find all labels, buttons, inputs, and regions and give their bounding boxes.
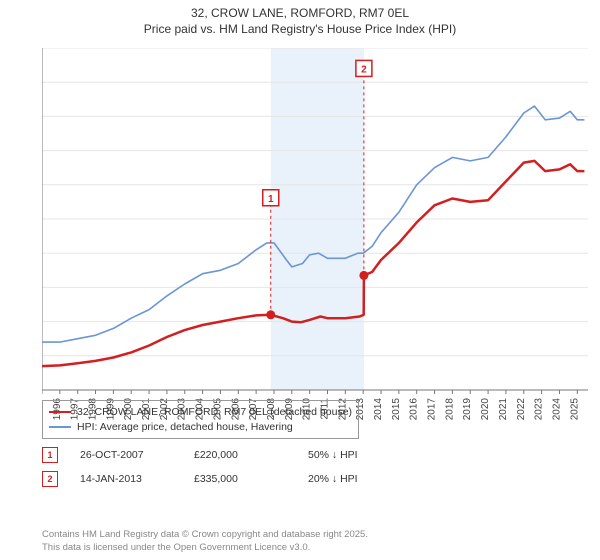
sale-date: 26-OCT-2007: [80, 449, 172, 461]
legend-label: 32, CROW LANE, ROMFORD, RM7 0EL (detache…: [77, 405, 352, 420]
title-line1: 32, CROW LANE, ROMFORD, RM7 0EL: [0, 6, 600, 22]
sale-row: 1 26-OCT-2007 £220,000 50% ↓ HPI: [42, 447, 588, 463]
sale-date: 14-JAN-2013: [80, 473, 172, 485]
sale-marker: 2: [42, 471, 58, 487]
legend-box: 32, CROW LANE, ROMFORD, RM7 0EL (detache…: [42, 400, 359, 439]
legend-label: HPI: Average price, detached house, Have…: [77, 420, 293, 435]
sale-price: £335,000: [194, 473, 286, 485]
svg-text:1: 1: [268, 194, 274, 205]
footnote: Contains HM Land Registry data © Crown c…: [42, 529, 368, 554]
sale-delta: 50% ↓ HPI: [308, 449, 400, 461]
sale-price: £220,000: [194, 449, 286, 461]
title-line2: Price paid vs. HM Land Registry's House …: [0, 22, 600, 38]
legend-row: 32, CROW LANE, ROMFORD, RM7 0EL (detache…: [49, 405, 352, 420]
footnote-line2: This data is licensed under the Open Gov…: [42, 542, 368, 554]
chart-title: 32, CROW LANE, ROMFORD, RM7 0EL Price pa…: [0, 0, 600, 37]
legend-row: HPI: Average price, detached house, Have…: [49, 420, 352, 435]
legend-swatch: [49, 426, 71, 428]
sale-delta: 20% ↓ HPI: [308, 473, 400, 485]
legend: 32, CROW LANE, ROMFORD, RM7 0EL (detache…: [42, 400, 588, 487]
footnote-line1: Contains HM Land Registry data © Crown c…: [42, 529, 368, 541]
sale-row: 2 14-JAN-2013 £335,000 20% ↓ HPI: [42, 471, 588, 487]
chart-plot: £0£100K£200K£300K£400K£500K£600K£700K£80…: [42, 48, 588, 390]
legend-swatch: [49, 411, 71, 413]
svg-text:2: 2: [361, 64, 367, 75]
sale-marker: 1: [42, 447, 58, 463]
